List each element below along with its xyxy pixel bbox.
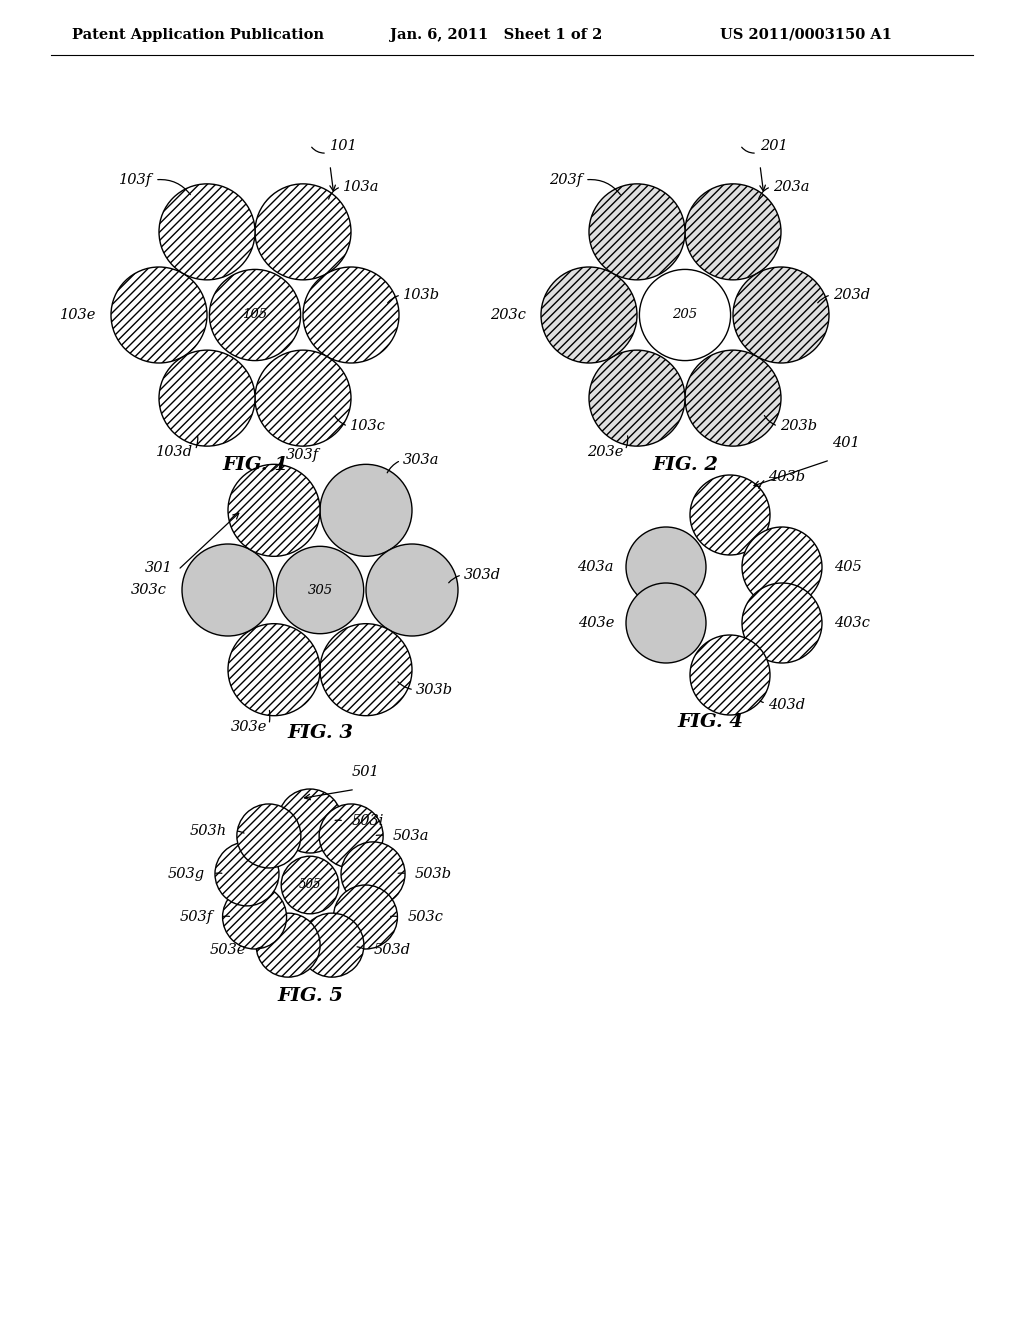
Text: FIG. 3: FIG. 3 bbox=[287, 723, 353, 742]
Circle shape bbox=[626, 527, 706, 607]
Circle shape bbox=[690, 635, 770, 715]
Text: Patent Application Publication: Patent Application Publication bbox=[72, 28, 324, 42]
Circle shape bbox=[255, 183, 351, 280]
Text: 103c: 103c bbox=[350, 420, 386, 433]
Text: 501: 501 bbox=[352, 766, 380, 779]
Circle shape bbox=[278, 789, 342, 853]
Circle shape bbox=[228, 623, 319, 715]
Text: 303a: 303a bbox=[403, 453, 439, 467]
Text: 103b: 103b bbox=[403, 288, 440, 302]
Circle shape bbox=[690, 475, 770, 554]
Text: 503e: 503e bbox=[210, 944, 246, 957]
Text: 403a: 403a bbox=[578, 560, 614, 574]
Text: 503f: 503f bbox=[179, 909, 213, 924]
Text: 203d: 203d bbox=[833, 288, 870, 302]
Text: 203f: 203f bbox=[549, 173, 582, 187]
Text: 505: 505 bbox=[299, 879, 322, 891]
Text: 303f: 303f bbox=[286, 449, 319, 462]
Text: 403b: 403b bbox=[768, 470, 805, 484]
Circle shape bbox=[256, 913, 321, 977]
Circle shape bbox=[685, 350, 781, 446]
Text: 401: 401 bbox=[831, 436, 860, 450]
Text: 103a: 103a bbox=[343, 180, 380, 194]
Circle shape bbox=[319, 804, 383, 869]
Circle shape bbox=[282, 857, 339, 913]
Circle shape bbox=[685, 183, 781, 280]
Text: 305: 305 bbox=[307, 583, 333, 597]
Circle shape bbox=[541, 267, 637, 363]
Text: 303d: 303d bbox=[464, 568, 501, 582]
Text: US 2011/0003150 A1: US 2011/0003150 A1 bbox=[720, 28, 892, 42]
Circle shape bbox=[319, 623, 412, 715]
Circle shape bbox=[159, 183, 255, 280]
Circle shape bbox=[742, 527, 822, 607]
Circle shape bbox=[589, 183, 685, 280]
Circle shape bbox=[255, 350, 351, 446]
Text: 405: 405 bbox=[834, 560, 862, 574]
Circle shape bbox=[215, 842, 279, 906]
Text: 503d: 503d bbox=[374, 944, 411, 957]
Text: 403e: 403e bbox=[578, 616, 614, 630]
Circle shape bbox=[639, 269, 730, 360]
Text: 503a: 503a bbox=[393, 829, 430, 843]
Text: 203c: 203c bbox=[490, 308, 526, 322]
Text: 103e: 103e bbox=[59, 308, 96, 322]
Circle shape bbox=[159, 350, 255, 446]
Text: 101: 101 bbox=[330, 139, 357, 153]
Circle shape bbox=[276, 546, 364, 634]
Circle shape bbox=[303, 267, 399, 363]
Text: 303b: 303b bbox=[416, 682, 454, 697]
Text: FIG. 5: FIG. 5 bbox=[278, 987, 343, 1005]
Circle shape bbox=[733, 267, 829, 363]
Text: FIG. 2: FIG. 2 bbox=[652, 455, 718, 474]
Circle shape bbox=[228, 465, 319, 556]
Text: FIG. 4: FIG. 4 bbox=[677, 713, 743, 731]
Text: 205: 205 bbox=[673, 309, 697, 322]
Text: 203a: 203a bbox=[773, 180, 810, 194]
Text: Jan. 6, 2011   Sheet 1 of 2: Jan. 6, 2011 Sheet 1 of 2 bbox=[390, 28, 602, 42]
Circle shape bbox=[300, 913, 364, 977]
Circle shape bbox=[366, 544, 458, 636]
Circle shape bbox=[334, 884, 397, 949]
Circle shape bbox=[237, 804, 301, 869]
Text: 503i: 503i bbox=[352, 814, 384, 828]
Text: 203b: 203b bbox=[780, 420, 817, 433]
Circle shape bbox=[742, 583, 822, 663]
Circle shape bbox=[111, 267, 207, 363]
Text: 403c: 403c bbox=[834, 616, 870, 630]
Text: 503h: 503h bbox=[189, 824, 227, 838]
Circle shape bbox=[341, 842, 406, 906]
Text: 503b: 503b bbox=[415, 867, 453, 880]
Circle shape bbox=[222, 884, 287, 949]
Circle shape bbox=[182, 544, 274, 636]
Text: 201: 201 bbox=[760, 139, 787, 153]
Circle shape bbox=[209, 269, 301, 360]
Text: 103f: 103f bbox=[119, 173, 152, 187]
Text: 303e: 303e bbox=[230, 719, 267, 734]
Text: 203e: 203e bbox=[587, 445, 623, 459]
Circle shape bbox=[626, 583, 706, 663]
Text: 403d: 403d bbox=[768, 698, 805, 711]
Text: 503c: 503c bbox=[408, 909, 443, 924]
Text: 503g: 503g bbox=[168, 867, 205, 880]
Text: FIG. 1: FIG. 1 bbox=[222, 455, 288, 474]
Text: 301: 301 bbox=[145, 561, 173, 576]
Text: 303c: 303c bbox=[131, 583, 167, 597]
Text: 103d: 103d bbox=[156, 445, 193, 459]
Text: 105: 105 bbox=[243, 309, 267, 322]
Circle shape bbox=[319, 465, 412, 556]
Circle shape bbox=[589, 350, 685, 446]
